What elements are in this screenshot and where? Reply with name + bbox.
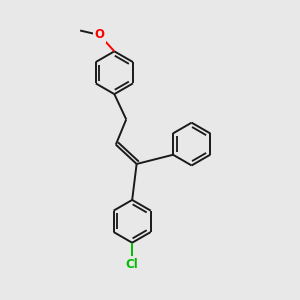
- Text: Cl: Cl: [126, 259, 139, 272]
- Text: O: O: [94, 28, 104, 41]
